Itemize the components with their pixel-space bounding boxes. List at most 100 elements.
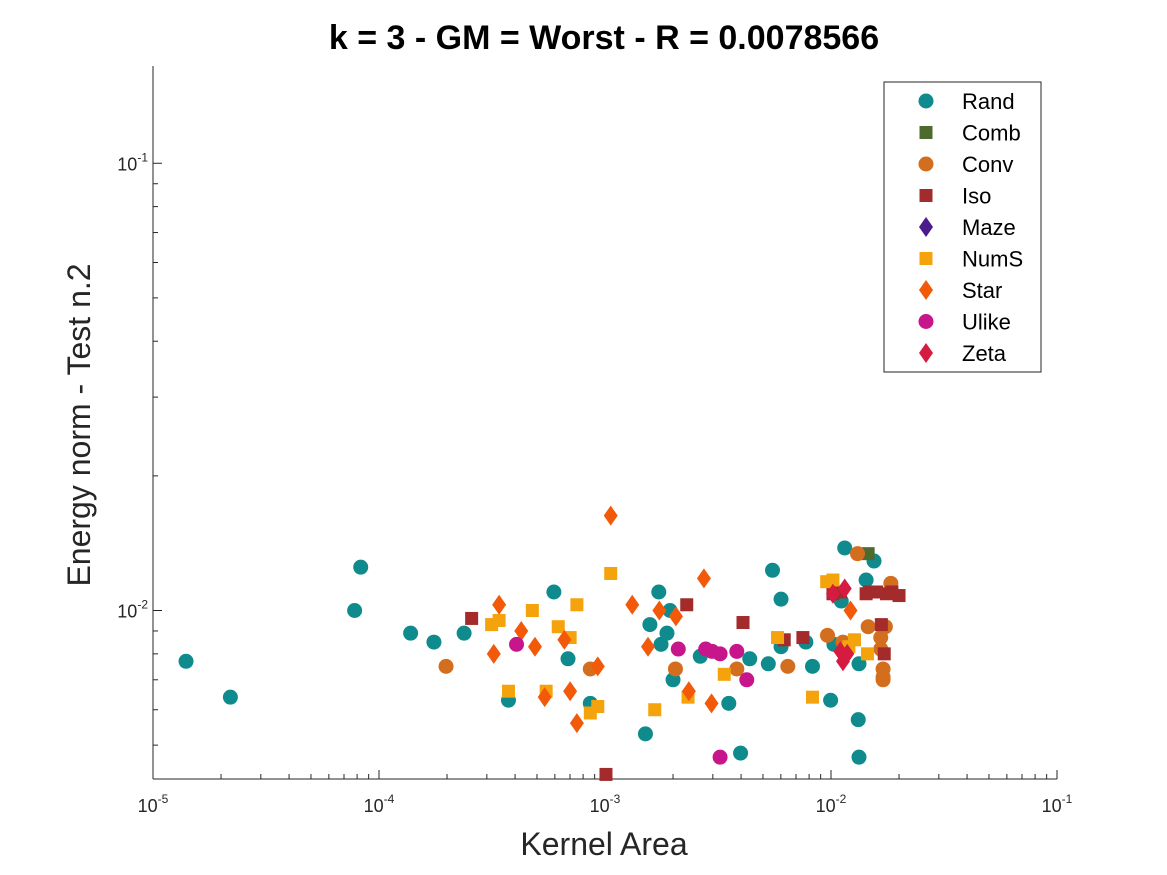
data-point <box>721 695 737 711</box>
data-point <box>347 603 363 619</box>
data-point <box>870 585 884 599</box>
y-tick-label: 10-2 <box>117 598 148 622</box>
data-point <box>851 749 867 765</box>
data-point <box>837 578 852 599</box>
data-point <box>736 616 750 630</box>
data-point <box>760 656 776 672</box>
data-point <box>603 505 618 526</box>
data-point <box>826 573 840 587</box>
legend-marker <box>919 343 933 363</box>
legend-marker <box>919 280 933 300</box>
legend-marker <box>918 314 934 329</box>
data-point <box>840 643 855 664</box>
data-point <box>642 617 658 633</box>
data-point <box>465 611 479 625</box>
legend-label: Star <box>962 278 1002 303</box>
legend-box <box>883 81 1042 373</box>
legend-marker <box>918 156 934 172</box>
data-point <box>860 619 876 635</box>
data-point <box>563 681 578 702</box>
legend-label: Iso <box>962 184 991 209</box>
data-point <box>604 566 618 580</box>
y-tick-label: 10-1 <box>117 150 148 174</box>
data-point <box>590 656 605 677</box>
data-point <box>804 658 820 674</box>
data-point <box>560 651 576 667</box>
legend-marker <box>919 217 933 237</box>
data-point <box>178 653 194 669</box>
chart-title: k = 3 - GM = Worst - R = 0.0078566 <box>329 19 879 57</box>
x-tick-label: 10-2 <box>816 792 847 816</box>
data-point <box>486 643 501 664</box>
data-point <box>492 594 507 615</box>
data-point <box>403 625 419 641</box>
data-point <box>652 600 667 621</box>
data-point <box>823 692 839 708</box>
series-conv <box>438 546 899 688</box>
data-point <box>843 600 858 621</box>
data-point <box>861 547 875 561</box>
data-point <box>850 546 866 562</box>
x-axis-label: Kernel Area <box>520 826 687 862</box>
data-point <box>659 625 675 641</box>
legend: Rand Comb Conv Iso Maze NumS Star Ulike Zeta <box>883 81 1042 373</box>
data-point <box>877 647 891 661</box>
series-ulike <box>509 636 755 765</box>
data-point <box>739 672 755 688</box>
data-point <box>773 591 789 607</box>
plot-axes: 10-5 10-4 10-3 10-2 10-1 10-2 10-1 <box>117 66 1073 816</box>
data-point <box>222 689 238 705</box>
data-point <box>456 625 472 641</box>
legend-label: Ulike <box>962 310 1011 335</box>
data-point <box>892 589 906 603</box>
series-zeta <box>825 578 855 672</box>
legend-label: NumS <box>962 247 1023 272</box>
data-point <box>551 620 565 634</box>
data-point <box>820 627 836 643</box>
data-point <box>653 636 669 652</box>
data-point <box>546 584 562 600</box>
data-point <box>805 690 819 704</box>
data-point <box>637 726 653 742</box>
data-point <box>717 667 731 681</box>
data-point <box>492 613 506 627</box>
data-point <box>796 631 810 645</box>
data-point <box>501 684 515 698</box>
legend-marker <box>919 252 933 265</box>
data-point <box>514 620 529 641</box>
data-point <box>765 562 781 578</box>
data-point <box>825 583 840 604</box>
data-point <box>569 713 584 734</box>
legend-marker <box>918 93 934 109</box>
data-point <box>680 598 694 612</box>
data-point <box>527 636 542 657</box>
data-point <box>625 594 640 615</box>
legend-label: Zeta <box>962 341 1007 366</box>
data-point <box>570 598 584 612</box>
legend-label: Conv <box>962 152 1013 177</box>
x-tick-label: 10-1 <box>1042 792 1073 816</box>
x-tick-label: 10-5 <box>138 792 169 816</box>
data-point <box>668 606 683 627</box>
legend-label: Rand <box>962 89 1015 114</box>
data-point <box>696 568 711 589</box>
series-rand <box>178 540 882 765</box>
x-tick-label: 10-3 <box>590 792 621 816</box>
legend-label: Maze <box>962 215 1016 240</box>
data-point <box>875 661 891 677</box>
data-point <box>537 687 552 708</box>
data-point <box>591 700 605 714</box>
data-point <box>509 636 525 652</box>
x-tick-label: 10-4 <box>364 792 395 816</box>
series-star <box>486 505 858 734</box>
legend-label: Comb <box>962 121 1021 146</box>
data-point <box>648 703 662 717</box>
data-point <box>651 584 667 600</box>
data-point <box>874 618 888 632</box>
data-point <box>557 629 572 650</box>
legend-marker <box>919 126 933 139</box>
data-point <box>426 634 442 650</box>
data-point <box>847 633 861 647</box>
data-point <box>729 661 745 677</box>
data-point <box>681 681 696 702</box>
